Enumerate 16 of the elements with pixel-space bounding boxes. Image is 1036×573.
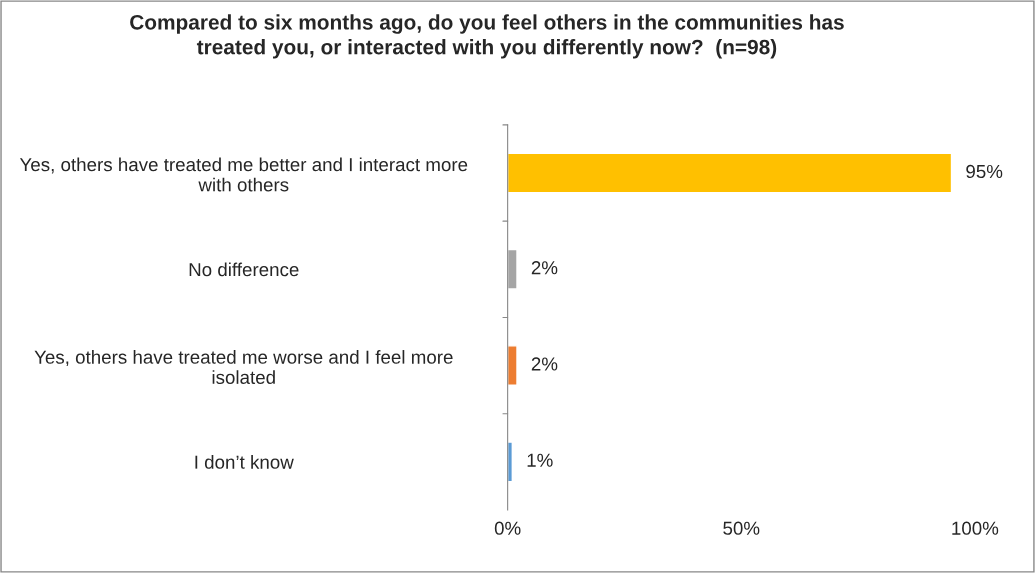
bar bbox=[507, 345, 518, 387]
data-label: 95% bbox=[966, 164, 1003, 179]
y-tick-label: I don’t know bbox=[195, 455, 294, 469]
bar bbox=[507, 441, 514, 483]
x-tick-label: 100% bbox=[952, 521, 999, 535]
x-tick-label: 50% bbox=[723, 521, 760, 535]
data-label: 2% bbox=[531, 261, 558, 275]
data-label: 2% bbox=[531, 357, 558, 371]
y-tick-label: No difference bbox=[189, 262, 299, 277]
y-tick-label: Yes, others have treated me better and I interact more with others bbox=[19, 157, 468, 192]
x-tick-label: 0% bbox=[494, 521, 521, 535]
bar bbox=[507, 248, 518, 290]
chart-title: Compared to six months ago, do you feel others in the communities has treated you, or interacted with you differently now? (n=98) bbox=[130, 14, 844, 59]
y-tick-label: Yes, others have treated me worse and I feel more isolated bbox=[34, 350, 453, 385]
data-label: 1% bbox=[527, 453, 553, 467]
bar bbox=[507, 152, 953, 194]
